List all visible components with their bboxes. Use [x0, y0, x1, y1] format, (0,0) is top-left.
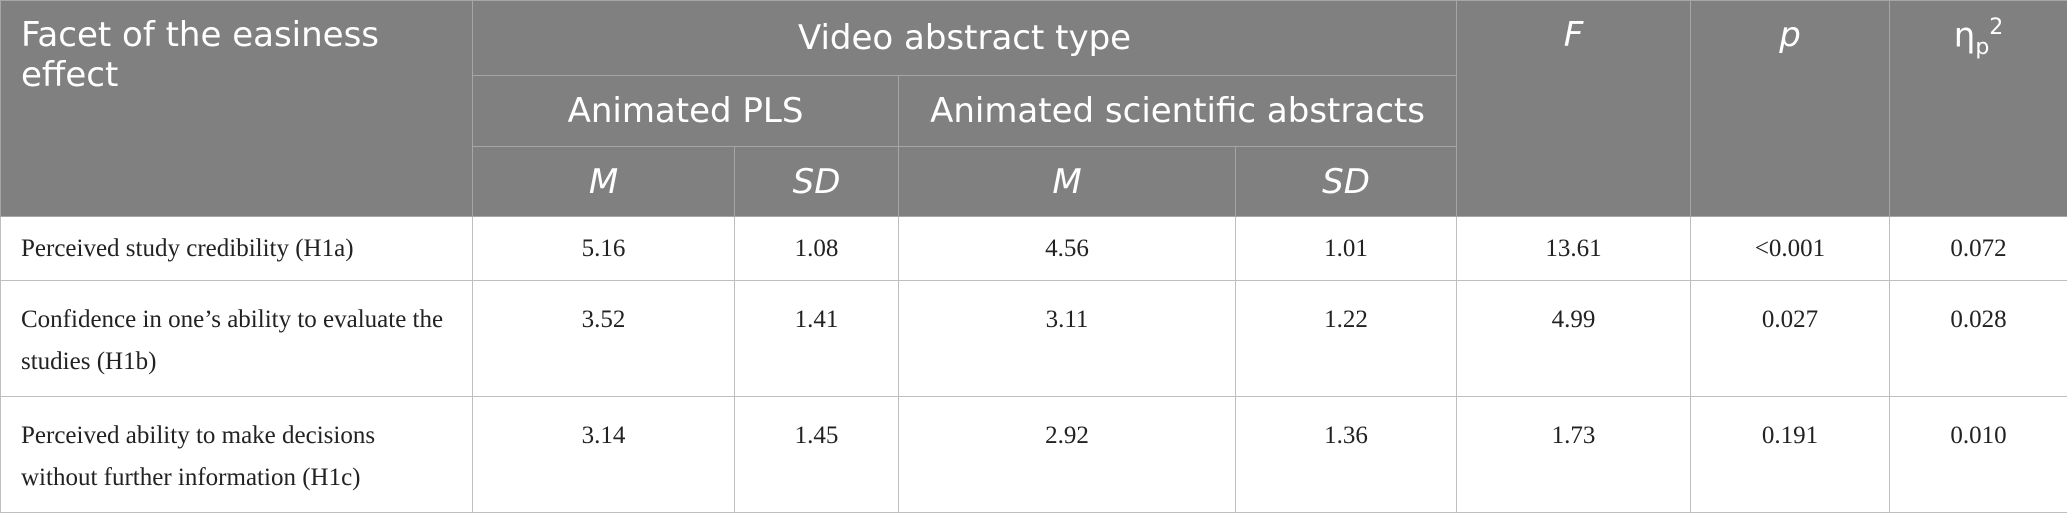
value-cell: 3.11	[899, 281, 1236, 397]
table-row: Confidence in one’s ability to evaluate …	[1, 281, 2067, 397]
header-cell: Animated scientific abstracts	[899, 76, 1457, 147]
value-cell: 1.36	[1236, 397, 1457, 513]
header-cell: Facet of the easiness effect	[1, 1, 473, 217]
row-label: Perceived ability to make decisions with…	[1, 397, 473, 513]
value-cell: <0.001	[1691, 217, 1890, 281]
eta-sub: p	[1975, 35, 1989, 60]
value-cell: 1.22	[1236, 281, 1457, 397]
eta: η	[1954, 15, 1976, 55]
header-text: M	[589, 162, 618, 202]
value-cell: 4.56	[899, 217, 1236, 281]
value-cell: 1.08	[735, 217, 899, 281]
value-cell: 0.028	[1890, 281, 2067, 397]
row-label: Confidence in one’s ability to evaluate …	[1, 281, 473, 397]
header-text: SD	[1322, 162, 1370, 202]
header-text: M	[1052, 162, 1081, 202]
value-cell: 13.61	[1457, 217, 1691, 281]
table-row: Perceived ability to make decisions with…	[1, 397, 2067, 513]
header-cell: F	[1457, 1, 1691, 217]
value-cell: 1.01	[1236, 217, 1457, 281]
header-text: SD	[793, 162, 841, 202]
row-label: Perceived study credibility (H1a)	[1, 217, 473, 281]
value-cell: 1.41	[735, 281, 899, 397]
value-cell: 2.92	[899, 397, 1236, 513]
value-cell: 0.010	[1890, 397, 2067, 513]
eta-sup: 2	[1989, 15, 2003, 40]
value-cell: 5.16	[473, 217, 735, 281]
value-cell: 0.072	[1890, 217, 2067, 281]
header-cell: M	[899, 147, 1236, 217]
value-cell: 3.52	[473, 281, 735, 397]
header-cell: p	[1691, 1, 1890, 217]
value-cell: 4.99	[1457, 281, 1691, 397]
value-cell: 1.45	[735, 397, 899, 513]
header-text: p	[1779, 15, 1801, 55]
value-cell: 3.14	[473, 397, 735, 513]
header-cell: Video abstract type	[473, 1, 1457, 76]
value-cell: 1.73	[1457, 397, 1691, 513]
header-text: F	[1564, 15, 1584, 55]
header-cell: Animated PLS	[473, 76, 899, 147]
header-cell: M	[473, 147, 735, 217]
header-cell: SD	[735, 147, 899, 217]
header-cell: SD	[1236, 147, 1457, 217]
value-cell: 0.191	[1691, 397, 1890, 513]
header-cell: ηp2	[1890, 1, 2067, 217]
value-cell: 0.027	[1691, 281, 1890, 397]
